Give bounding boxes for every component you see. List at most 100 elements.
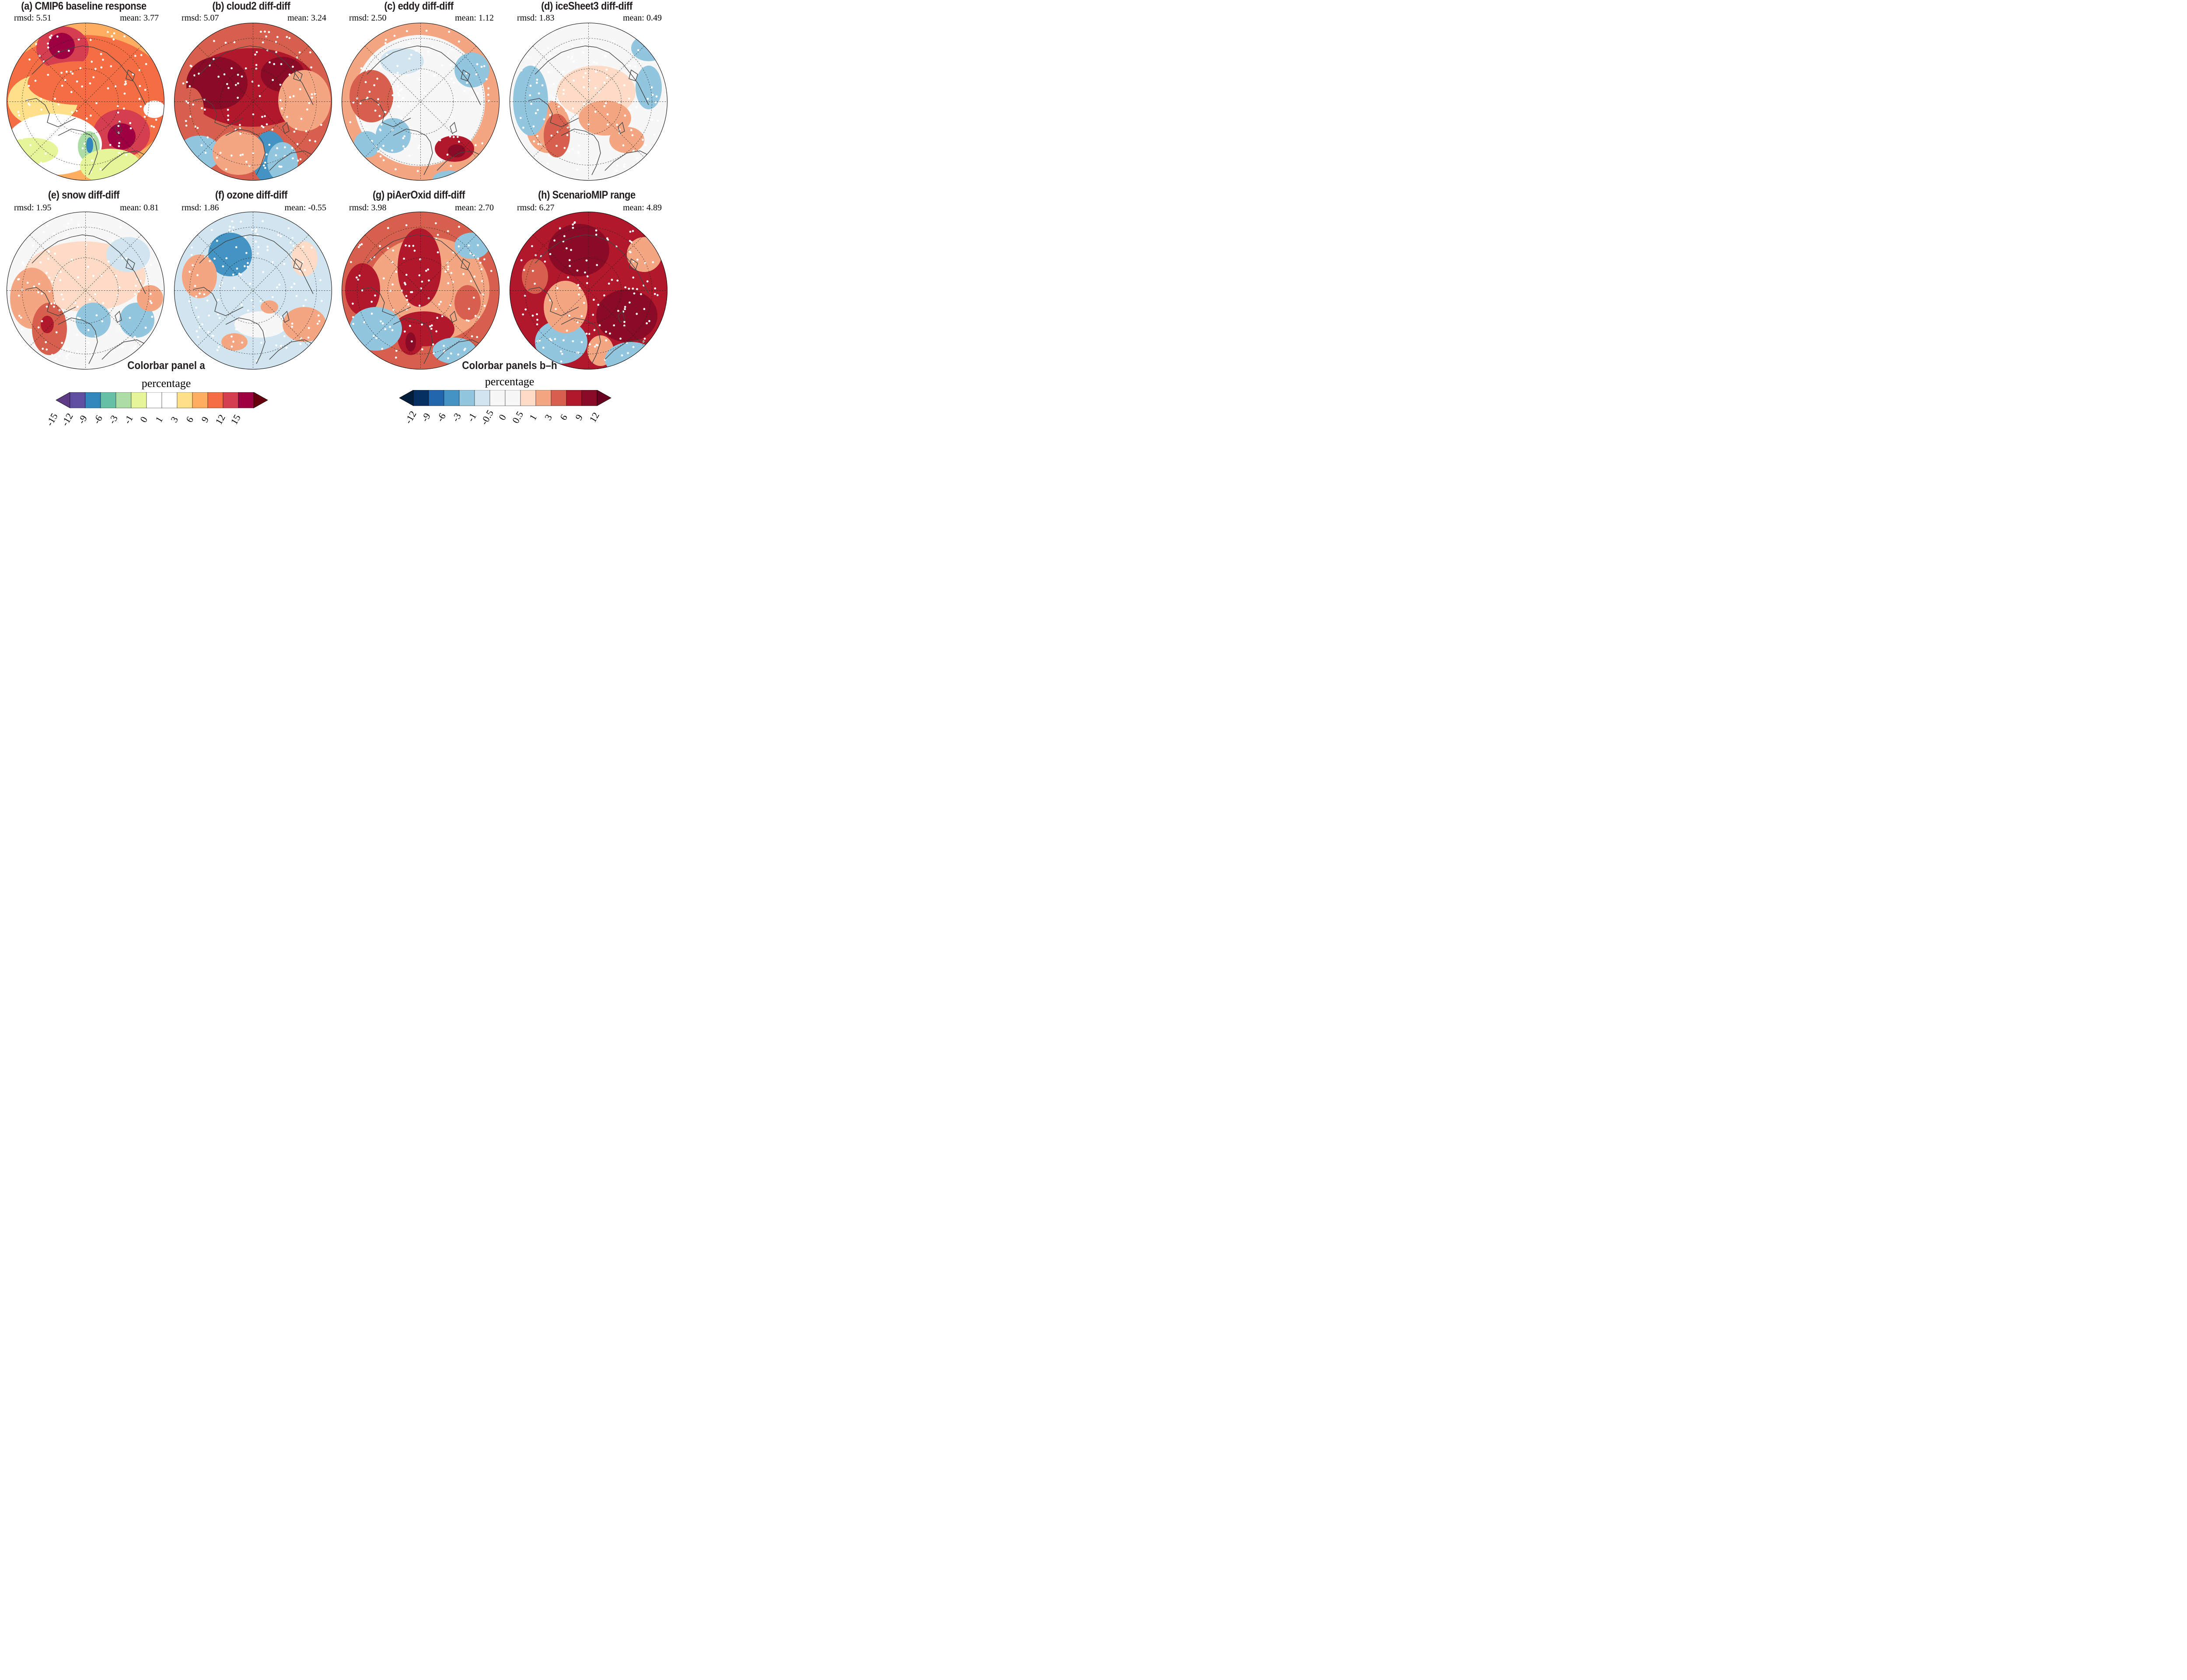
stipple-dot — [231, 67, 233, 70]
stipple-dot — [568, 150, 570, 153]
stipple-dot — [71, 73, 74, 75]
stipple-dot — [240, 273, 242, 276]
stipple-dot — [572, 223, 574, 226]
stipple-dot — [185, 81, 188, 84]
colorbar-tick-label: -1 — [465, 411, 479, 423]
panel-title: (d) iceSheet3 diff-diff — [541, 0, 632, 12]
stipple-dot — [206, 300, 209, 302]
coastline — [618, 122, 625, 134]
stipple-dot — [252, 113, 255, 115]
stipple-dot — [352, 303, 354, 305]
stipple-dot — [428, 279, 430, 282]
stipple-dot — [467, 320, 470, 322]
stipple-dot — [577, 144, 580, 147]
stipple-dot — [47, 258, 49, 260]
stipple-dot — [51, 280, 53, 283]
stipple-dot — [427, 51, 430, 53]
stipple-dot — [468, 244, 470, 247]
stipple-dot — [185, 124, 188, 127]
stipple-dot — [279, 84, 282, 86]
stipple-dot — [433, 74, 436, 77]
stipple-dot — [276, 286, 278, 289]
polar-map — [7, 212, 164, 369]
stipple-dot — [260, 31, 262, 33]
stipple-dot — [556, 131, 559, 133]
stipple-dot — [643, 308, 646, 310]
stipple-dot — [149, 293, 152, 295]
stipple-dot — [311, 96, 313, 99]
stipple-dot — [377, 150, 379, 153]
stipple-dot — [447, 357, 449, 359]
stipple-dot — [227, 119, 230, 121]
stipple-dot — [576, 269, 579, 272]
colorbar-tick-label: -12 — [402, 409, 418, 425]
stipple-dot — [195, 307, 197, 309]
stipple-dot — [471, 96, 473, 99]
coastline — [360, 98, 411, 127]
stipple-dot — [520, 259, 523, 261]
stipple-dot — [237, 97, 239, 99]
stipple-dot — [370, 300, 373, 303]
stipple-dot — [89, 82, 91, 85]
stipple-dot — [291, 147, 293, 149]
stipple-dot — [296, 143, 299, 145]
stipple-dot — [185, 100, 188, 103]
stipple-dot — [291, 237, 294, 239]
stipple-dot — [535, 112, 537, 115]
stipple-dot — [477, 244, 479, 246]
stipple-dot — [476, 92, 479, 94]
stipple-dot — [89, 298, 91, 301]
stipple-dot — [94, 68, 97, 70]
stipple-dot — [264, 167, 266, 169]
stipple-dot — [263, 164, 265, 167]
stipple-dot — [405, 274, 408, 276]
stipple-dot — [95, 102, 98, 105]
stipple-dot — [576, 169, 579, 171]
stipple-dot — [392, 78, 395, 80]
stipple-dot — [75, 110, 78, 112]
colorbar-segment — [489, 390, 506, 406]
stipple-dot — [87, 266, 89, 268]
stipple-dot — [554, 338, 556, 340]
stipple-dot — [260, 342, 262, 344]
stipple-dot — [117, 257, 120, 259]
stipple-dot — [586, 282, 588, 284]
stipple-dot — [240, 220, 242, 223]
field-contour-region — [7, 138, 58, 164]
stipple-dot — [644, 144, 647, 146]
stipple-dot — [483, 305, 486, 307]
map-boundary — [342, 23, 500, 181]
stipple-dot — [276, 36, 279, 38]
coastline — [269, 339, 314, 360]
panel-title: (c) eddy diff-diff — [384, 0, 454, 12]
stipple-dot — [199, 292, 201, 295]
stipple-dot — [251, 229, 254, 231]
stipple-dot — [646, 98, 649, 100]
stipple-dot — [577, 151, 579, 153]
stipple-dot — [392, 309, 395, 311]
colorbar-tick-label: 15 — [228, 412, 243, 426]
stipple-dot — [70, 258, 73, 261]
stipple-dot — [255, 51, 258, 53]
stipple-dot — [224, 42, 227, 44]
stipple-dot — [447, 262, 449, 264]
stipple-dot — [395, 168, 397, 171]
stipple-dot — [457, 353, 459, 356]
stipple-dot — [266, 123, 268, 125]
map-boundary — [174, 23, 332, 181]
stipple-dot — [21, 328, 23, 331]
stipple-dot — [370, 313, 373, 315]
colorbar-segment — [100, 392, 116, 408]
stipple-dot — [529, 84, 532, 87]
stipple-dot — [402, 145, 405, 148]
field-contour-region — [108, 123, 136, 150]
polar-map — [342, 23, 500, 181]
stipple-dot — [129, 127, 132, 129]
stipple-dot — [387, 153, 389, 156]
stipple-dot — [438, 303, 440, 306]
stipple-dot — [18, 314, 21, 317]
stipple-dot — [418, 78, 421, 80]
stipple-dot — [109, 144, 112, 146]
stipple-dot — [578, 287, 581, 289]
stipple-dot — [118, 142, 120, 144]
